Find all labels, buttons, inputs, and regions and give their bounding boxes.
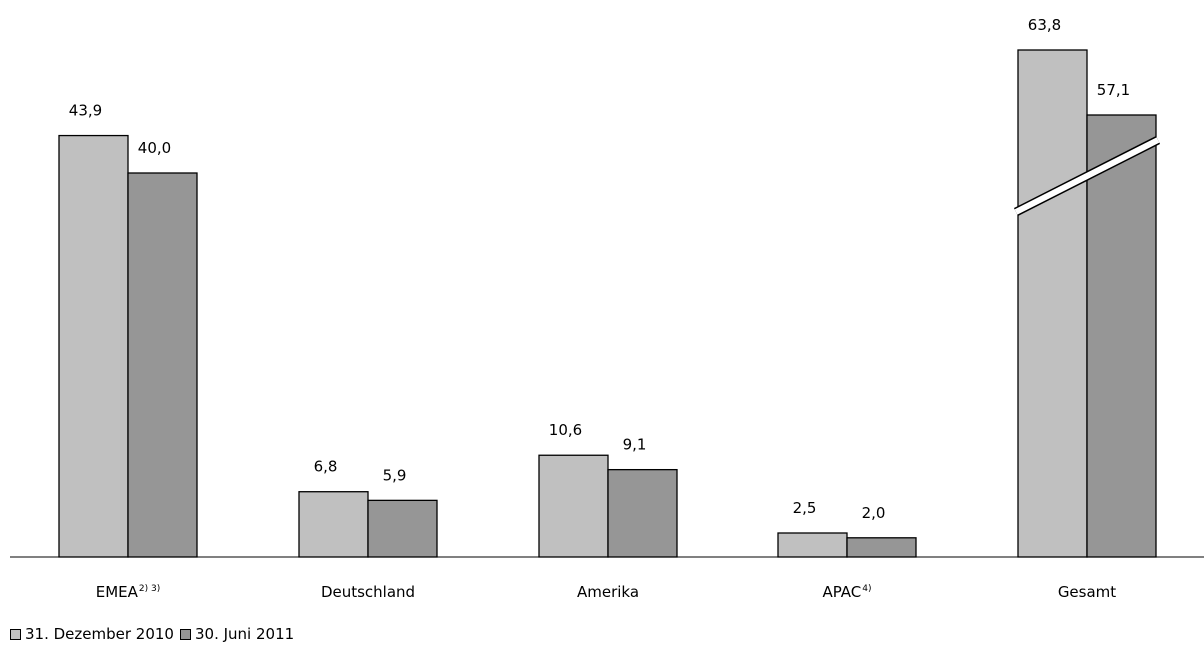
data-label-gesamt-series-1: 63,8 — [1028, 16, 1061, 34]
bar-amerika-series-2 — [607, 468, 678, 558]
bar-emea-series-2 — [127, 172, 198, 558]
axis-break-mark — [1014, 137, 1160, 215]
legend-item-series-1: 31. Dezember 2010 — [10, 625, 174, 643]
category-label-apac: APAC4) — [822, 583, 871, 601]
data-label-deutschland-series-1: 6,8 — [314, 458, 338, 476]
legend: 31. Dezember 2010 30. Juni 2011 — [10, 625, 300, 643]
data-label-apac-series-2: 2,0 — [862, 504, 886, 522]
bar-apac-series-1 — [777, 532, 848, 558]
legend-item-series-2: 30. Juni 2011 — [179, 625, 295, 643]
data-label-amerika-series-1: 10,6 — [549, 421, 582, 439]
category-label-deutschland: Deutschland — [321, 583, 415, 601]
bar-gesamt-series-1 — [1017, 49, 1088, 558]
category-label-gesamt: Gesamt — [1058, 583, 1116, 601]
data-label-deutschland-series-2: 5,9 — [383, 466, 407, 484]
legend-swatch-series-2 — [179, 628, 191, 640]
data-label-emea-series-2: 40,0 — [138, 139, 171, 157]
bar-emea-series-1 — [58, 134, 129, 558]
data-label-gesamt-series-2: 57,1 — [1097, 81, 1130, 99]
data-label-amerika-series-2: 9,1 — [623, 436, 647, 454]
category-label-emea: EMEA2) 3) — [96, 583, 161, 601]
bar-apac-series-2 — [846, 537, 917, 558]
legend-swatch-series-1 — [10, 628, 21, 640]
category-label-amerika: Amerika — [577, 583, 639, 601]
data-label-apac-series-1: 2,5 — [793, 499, 817, 517]
bar-gesamt-series-2 — [1086, 114, 1157, 558]
bar-deutschland-series-2 — [367, 499, 438, 558]
data-label-emea-series-1: 43,9 — [69, 102, 102, 120]
legend-label-series-2: 30. Juni 2011 — [194, 625, 295, 643]
bar-amerika-series-1 — [538, 454, 609, 558]
bar-chart: 43,9 40,0 EMEA2) 3) 6,8 5,9 Deutschland 10,6 9,… — [10, 16, 1204, 601]
bar-deutschland-series-1 — [298, 491, 369, 558]
legend-label-series-1: 31. Dezember 2010 — [25, 625, 174, 643]
